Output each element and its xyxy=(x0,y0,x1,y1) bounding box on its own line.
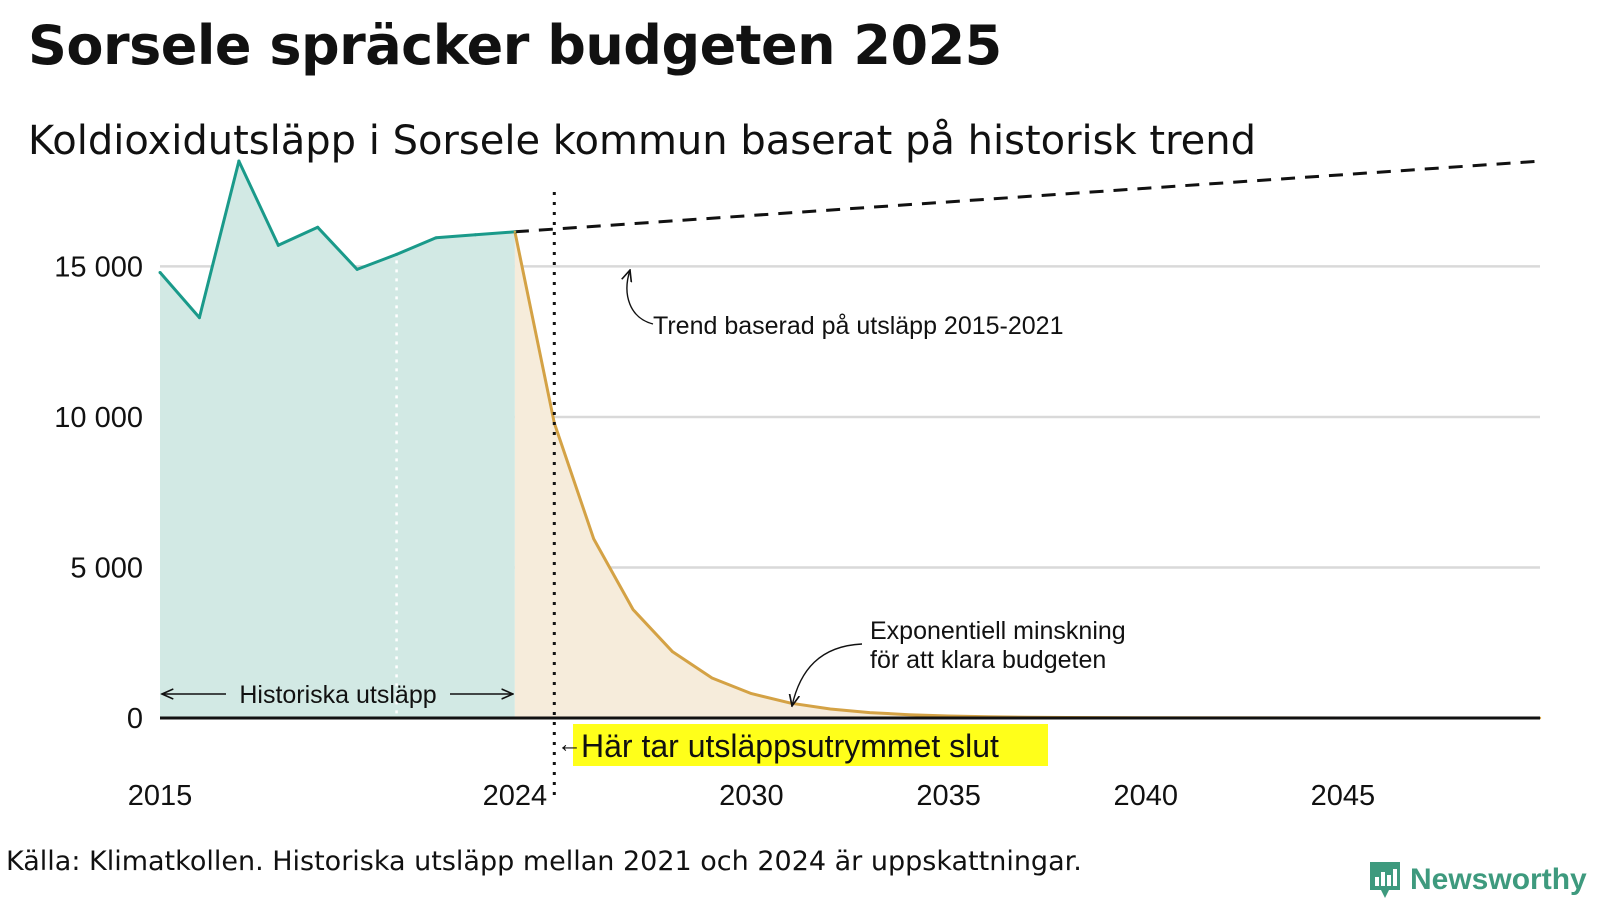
decline-point-2026 xyxy=(592,537,595,541)
y-tick-label: 15 000 xyxy=(54,251,143,283)
y-tick-label: 0 xyxy=(127,703,143,735)
historical-area xyxy=(160,161,515,719)
decline-area xyxy=(514,231,1540,719)
trend-annotation-arrow xyxy=(627,270,654,325)
historical-point-2017 xyxy=(237,159,241,163)
decline-point-2024 xyxy=(513,230,517,233)
chart-subtitle: Koldioxidutsläpp i Sorsele kommun basera… xyxy=(28,118,1256,164)
historical-point-2018 xyxy=(276,243,280,247)
decline-label-line1: Exponentiell minskning xyxy=(870,617,1126,645)
historical-point-2020 xyxy=(355,267,359,271)
x-tick-label: 2040 xyxy=(1113,780,1178,812)
decline-point-2027 xyxy=(631,608,635,611)
historical-point-2021 xyxy=(395,252,399,256)
decline-point-2029 xyxy=(710,676,714,680)
budget-end-label: Här tar utsläppsutrymmet slut xyxy=(581,728,999,764)
decline-point-2030 xyxy=(750,692,753,695)
decline-label-line2: för att klara budgeten xyxy=(870,646,1106,674)
chart-title: Sorsele spräcker budgeten 2025 xyxy=(28,14,1002,77)
budget-end-highlight xyxy=(573,724,1048,766)
newsworthy-logo-icon xyxy=(1370,862,1400,898)
y-tick-label: 5 000 xyxy=(70,552,143,584)
x-tick-label: 2035 xyxy=(916,780,981,812)
historical-point-2016 xyxy=(197,316,201,320)
historical-point-2015 xyxy=(158,270,162,274)
newsworthy-logo-text: Newsworthy xyxy=(1410,863,1587,896)
x-tick-label: 2015 xyxy=(128,780,193,812)
newsworthy-logo: Newsworthy xyxy=(1368,860,1587,900)
y-tick-label: 10 000 xyxy=(54,402,143,434)
decline-point-2033 xyxy=(868,711,871,714)
decline-point-2028 xyxy=(671,650,674,653)
historical-label: Historiska utsläpp xyxy=(239,681,436,709)
historical-point-2023 xyxy=(473,233,477,237)
historical-point-2022 xyxy=(434,236,438,240)
budget-end-arrow: ← xyxy=(557,730,582,758)
decline-point-2031 xyxy=(789,702,793,705)
trend-label: Trend baserad på utsläpp 2015-2021 xyxy=(653,312,1064,340)
decline-annotation-arrow xyxy=(792,643,863,706)
x-tick-label: 2045 xyxy=(1311,780,1376,812)
source-note: Källa: Klimatkollen. Historiska utsläpp … xyxy=(6,846,1082,877)
historical-point-2019 xyxy=(316,225,320,229)
decline-point-2034 xyxy=(907,713,911,716)
x-tick-label: 2030 xyxy=(719,780,784,812)
historical-line xyxy=(158,159,516,320)
x-tick-label: 2024 xyxy=(483,780,548,812)
trend-line xyxy=(514,159,1541,234)
decline-point-2032 xyxy=(829,707,832,711)
